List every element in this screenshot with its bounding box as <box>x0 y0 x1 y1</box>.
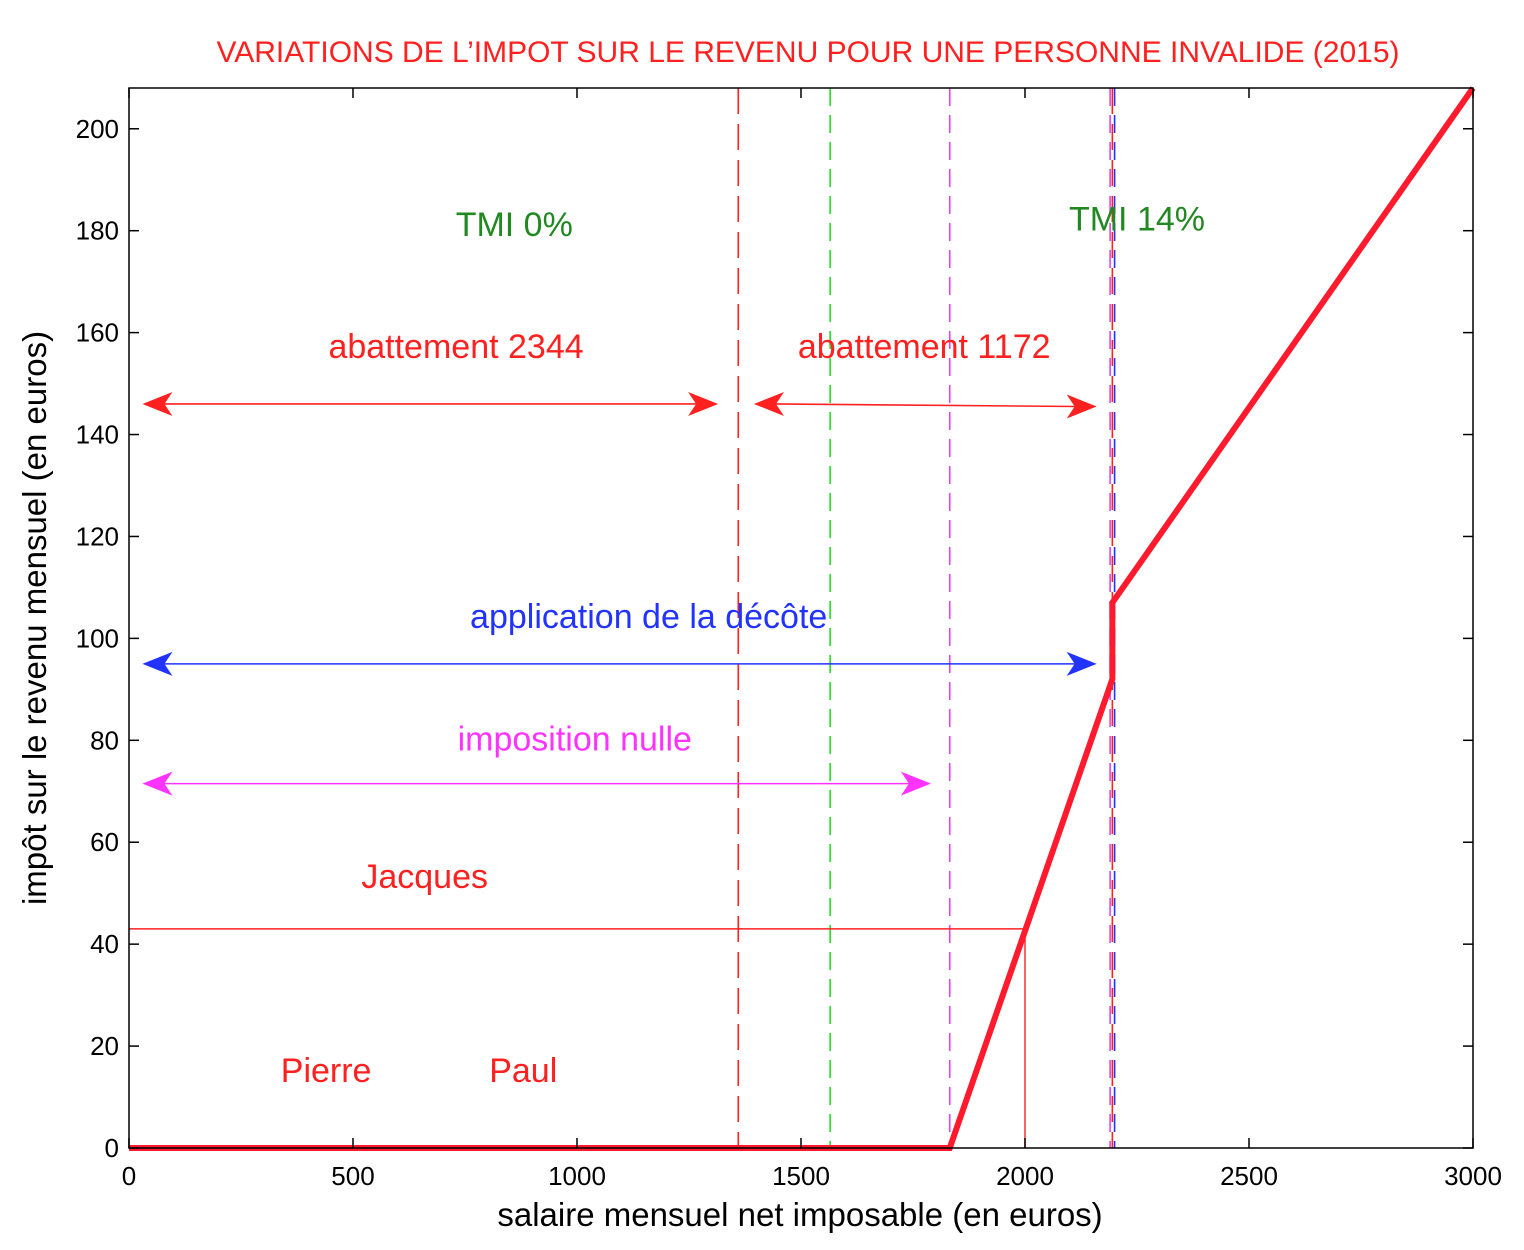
arrow-shaft <box>773 403 1077 408</box>
arrow-head <box>753 391 784 416</box>
x-tick-label: 1000 <box>548 1161 606 1191</box>
annotation-label: abattement 2344 <box>328 328 583 366</box>
x-ticks: 0 500 1000 1500 2000 2500 3000 <box>122 88 1502 1191</box>
arrow-head <box>142 391 173 416</box>
y-tick-label: 0 <box>105 1133 119 1163</box>
reference-lines <box>129 928 1026 1148</box>
y-tick-label: 180 <box>76 216 119 246</box>
y-tick-label: 200 <box>76 114 119 144</box>
y-tick-label: 80 <box>90 725 119 755</box>
y-tick-label: 140 <box>76 420 119 450</box>
y-tick-label: 120 <box>76 521 119 551</box>
arrow-head <box>142 771 173 796</box>
x-tick-label: 3000 <box>1444 1161 1502 1191</box>
arrow-head <box>900 771 931 796</box>
x-tick-label: 0 <box>122 1161 136 1191</box>
x-tick-label: 2500 <box>1220 1161 1278 1191</box>
arrow-head <box>1066 651 1097 676</box>
range-arrows <box>142 391 1097 796</box>
arrow-head <box>1066 394 1097 419</box>
arrow-head <box>142 651 173 676</box>
annotation-label: application de la décôte <box>470 598 827 636</box>
x-tick-label: 1500 <box>772 1161 830 1191</box>
annotation-label: TMI 14% <box>1069 201 1205 239</box>
annotation-label: imposition nulle <box>458 721 692 759</box>
annotation-label: abattement 1172 <box>798 328 1051 366</box>
annotation-label: Pierre <box>281 1052 372 1090</box>
chart-title: VARIATIONS DE L’IMPOT SUR LE REVENU POUR… <box>216 36 1399 69</box>
x-axis-label: salaire mensuel net imposable (en euros) <box>497 1196 1102 1233</box>
x-tick-label: 2000 <box>996 1161 1054 1191</box>
annotations: TMI 0% TMI 14% abattement 2344 abattement 1… <box>281 201 1205 1090</box>
x-tick-label: 500 <box>331 1161 374 1191</box>
annotation-label: Jacques <box>361 858 488 896</box>
arrow-head <box>688 391 719 416</box>
annotation-label: Paul <box>489 1052 557 1090</box>
y-ticks: 0 20 40 60 80 100 120 140 160 180 200 <box>76 114 1473 1163</box>
annotation-label: TMI 0% <box>456 206 573 244</box>
y-tick-label: 40 <box>90 929 119 959</box>
y-axis-label: impôt sur le revenu mensuel (en euros) <box>16 331 53 905</box>
y-tick-label: 60 <box>90 827 119 857</box>
y-tick-label: 20 <box>90 1031 119 1061</box>
y-tick-label: 160 <box>76 318 119 348</box>
y-tick-label: 100 <box>76 623 119 653</box>
